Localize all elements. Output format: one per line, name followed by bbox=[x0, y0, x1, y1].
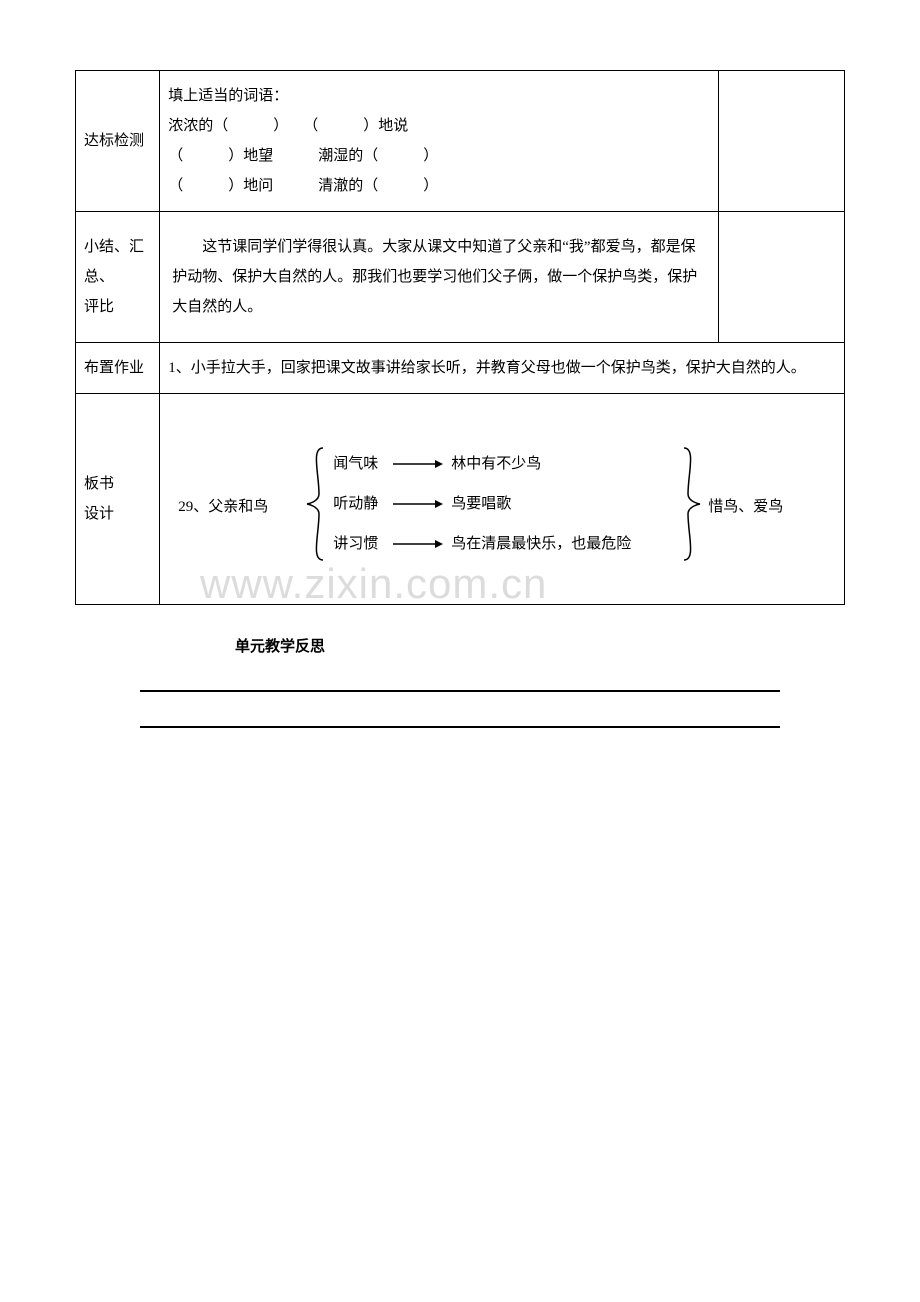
row-content-homework: 1、小手拉大手，回家把课文故事讲给家长听，并教育父母也做一个保护鸟类，保护大自然… bbox=[160, 343, 845, 394]
row-empty-cell bbox=[718, 212, 844, 343]
diagram-line: 讲习惯 鸟在清晨最快乐，也最危险 bbox=[333, 524, 683, 564]
page-container: 达标检测 填上适当的词语： 浓浓的（ ） （ ）地说 （ ）地望 潮湿的（ ） … bbox=[0, 0, 920, 728]
label-part2: 评比 bbox=[84, 299, 114, 315]
reflection-underline bbox=[140, 690, 780, 692]
arrow-right-icon bbox=[393, 458, 443, 470]
diagram-conclusion: 惜鸟、爱鸟 bbox=[708, 492, 783, 522]
table-row: 小结、汇总、 评比 这节课同学们学得很认真。大家从课文中知道了父亲和“我”都爱鸟… bbox=[76, 212, 845, 343]
fill-words-line: （ ）地问 清澈的（ ） bbox=[168, 171, 709, 201]
fill-words-line: （ ）地望 潮湿的（ ） bbox=[168, 141, 709, 171]
row-content-summary: 这节课同学们学得很认真。大家从课文中知道了父亲和“我”都爱鸟，都是保护动物、保护… bbox=[160, 212, 718, 343]
diagram-item-left: 听动静 bbox=[333, 489, 393, 519]
reflection-heading: 单元教学反思 bbox=[235, 635, 845, 656]
board-diagram: 29、父亲和鸟 闻气味 林中有不少鸟 bbox=[168, 414, 836, 584]
row-label-dabiao: 达标检测 bbox=[76, 71, 160, 212]
diagram-line: 听动静 鸟要唱歌 bbox=[333, 484, 683, 524]
table-row: 达标检测 填上适当的词语： 浓浓的（ ） （ ）地说 （ ）地望 潮湿的（ ） … bbox=[76, 71, 845, 212]
diagram-item-right: 林中有不少鸟 bbox=[451, 449, 541, 479]
diagram-item-right: 鸟要唱歌 bbox=[451, 489, 511, 519]
reflection-underline bbox=[140, 726, 780, 728]
brace-right-icon bbox=[678, 444, 704, 575]
brace-left-icon bbox=[303, 444, 329, 575]
table-row: 板书 设计 29、父亲和鸟 闻气味 bbox=[76, 394, 845, 605]
fill-words-title: 填上适当的词语： bbox=[168, 81, 709, 111]
diagram-line: 闻气味 林中有不少鸟 bbox=[333, 444, 683, 484]
summary-text: 这节课同学们学得很认真。大家从课文中知道了父亲和“我”都爱鸟，都是保护动物、保护… bbox=[168, 222, 709, 332]
row-label-homework: 布置作业 bbox=[76, 343, 160, 394]
diagram-title: 29、父亲和鸟 bbox=[178, 492, 268, 522]
fill-words-line: 浓浓的（ ） （ ）地说 bbox=[168, 111, 709, 141]
arrow-right-icon bbox=[393, 538, 443, 550]
table-row: 布置作业 1、小手拉大手，回家把课文故事讲给家长听，并教育父母也做一个保护鸟类，… bbox=[76, 343, 845, 394]
label-part1: 小结、汇总、 bbox=[84, 239, 144, 285]
label-part2: 设计 bbox=[84, 506, 114, 522]
arrow-right-icon bbox=[393, 498, 443, 510]
diagram-lines: 闻气味 林中有不少鸟 听动静 bbox=[333, 444, 683, 564]
diagram-item-left: 闻气味 bbox=[333, 449, 393, 479]
row-content-board: 29、父亲和鸟 闻气味 林中有不少鸟 bbox=[160, 394, 845, 605]
row-empty-cell bbox=[718, 71, 844, 212]
lesson-table: 达标检测 填上适当的词语： 浓浓的（ ） （ ）地说 （ ）地望 潮湿的（ ） … bbox=[75, 70, 845, 605]
diagram-item-left: 讲习惯 bbox=[333, 529, 393, 559]
row-label-summary: 小结、汇总、 评比 bbox=[76, 212, 160, 343]
row-label-board: 板书 设计 bbox=[76, 394, 160, 605]
diagram-item-right: 鸟在清晨最快乐，也最危险 bbox=[451, 529, 631, 559]
row-content-dabiao: 填上适当的词语： 浓浓的（ ） （ ）地说 （ ）地望 潮湿的（ ） （ ）地问… bbox=[160, 71, 718, 212]
label-part1: 板书 bbox=[84, 476, 114, 492]
